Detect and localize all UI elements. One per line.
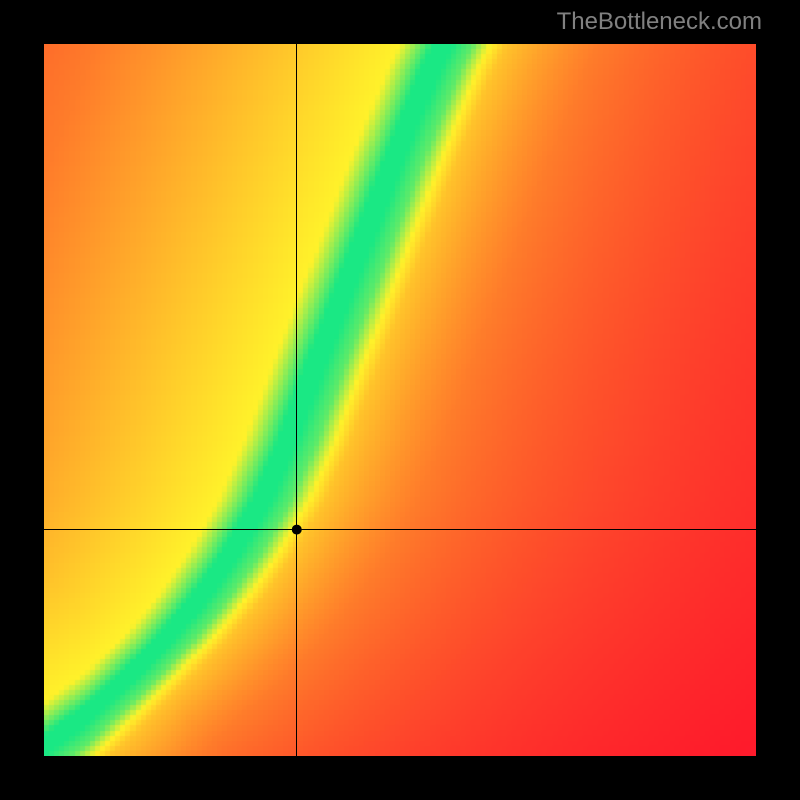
watermark-text: TheBottleneck.com bbox=[557, 8, 762, 36]
crosshair-vertical bbox=[296, 44, 297, 756]
chart-container: TheBottleneck.com bbox=[0, 0, 800, 800]
heatmap-canvas bbox=[44, 44, 756, 756]
crosshair-horizontal bbox=[44, 529, 756, 530]
